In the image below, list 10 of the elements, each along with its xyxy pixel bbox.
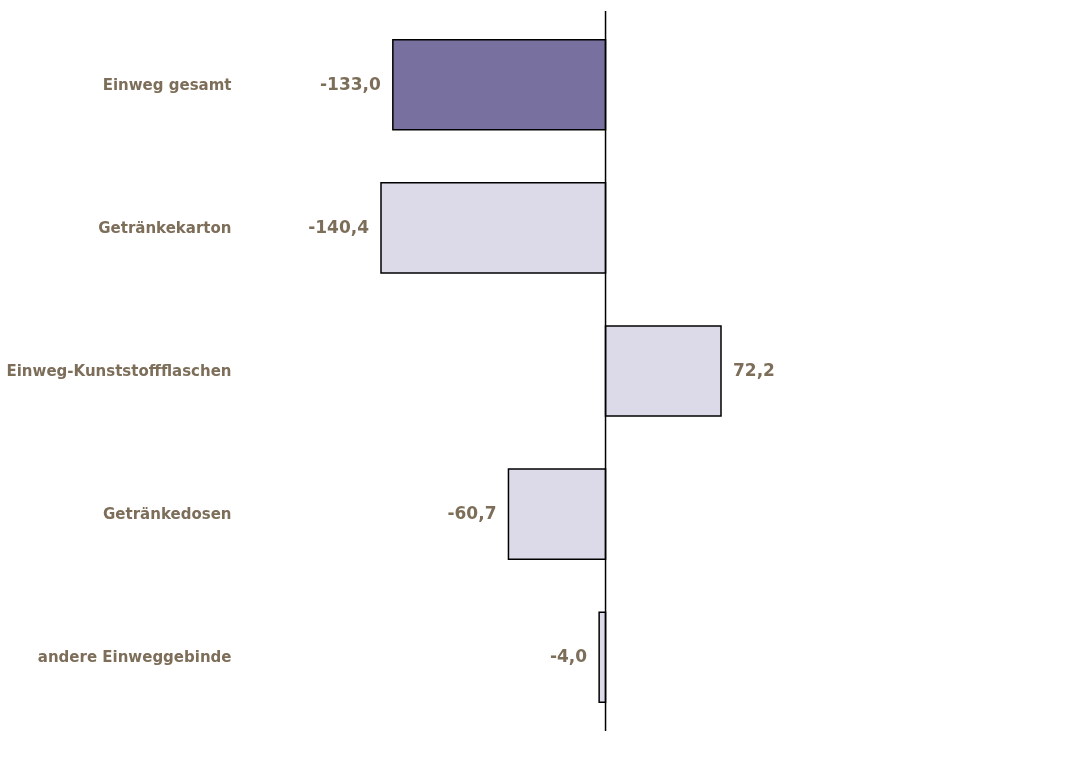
y-tick-label: Einweg gesamt xyxy=(102,75,232,94)
y-tick-label: Getränkedosen xyxy=(103,505,232,524)
data-label: -4,0 xyxy=(549,646,588,667)
data-label: 72,2 xyxy=(733,360,775,380)
y-tick-label: Getränkekarton xyxy=(98,218,232,237)
data-label: -60,7 xyxy=(447,503,497,524)
data-label: -140,4 xyxy=(308,216,370,237)
y-tick-label: Einweg-Kunststoffflaschen xyxy=(6,362,232,380)
y-tick-label: andere Einweggebinde xyxy=(37,648,232,667)
data-label: -133,0 xyxy=(320,73,382,94)
